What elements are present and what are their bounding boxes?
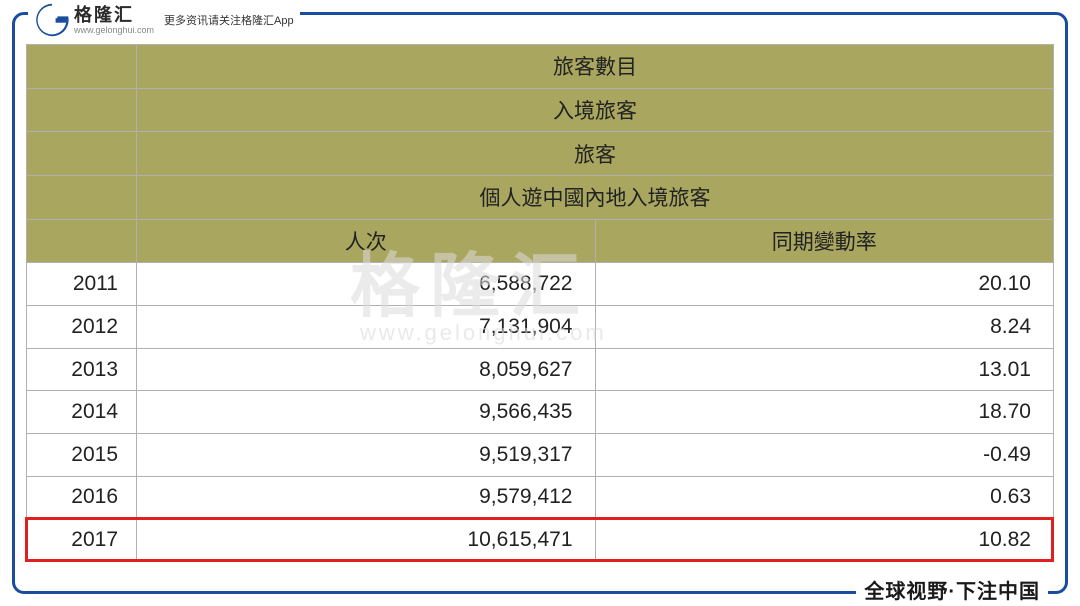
logo-g-icon <box>34 2 70 38</box>
header-row-3: 個人遊中國內地入境旅客 <box>137 176 1054 220</box>
table-row: 20169,579,4120.63 <box>27 476 1054 519</box>
table-row: 20127,131,9048.24 <box>27 306 1054 349</box>
colhdr-yoy: 同期變動率 <box>595 219 1054 263</box>
data-table-container: 旅客數目入境旅客旅客個人遊中國內地入境旅客人次同期變動率20116,588,72… <box>26 44 1054 562</box>
cell-visits: 9,519,317 <box>137 433 596 476</box>
cell-year: 2012 <box>27 306 137 349</box>
cell-yoy: 18.70 <box>595 391 1054 434</box>
header-row-2: 旅客 <box>137 132 1054 176</box>
cell-year: 2015 <box>27 433 137 476</box>
cell-visits: 6,588,722 <box>137 263 596 306</box>
cell-yoy: -0.49 <box>595 433 1054 476</box>
colhdr-year <box>27 219 137 263</box>
brand-logo-block: 格隆汇 www.gelonghui.com 更多资讯请关注格隆汇App <box>28 2 300 38</box>
table-row: 20159,519,317-0.49 <box>27 433 1054 476</box>
footer-slogan: 全球视野·下注中国 <box>856 575 1048 604</box>
cell-year: 2013 <box>27 348 137 391</box>
cell-year: 2017 <box>27 519 137 562</box>
colhdr-visits: 人次 <box>137 219 596 263</box>
table-row: 20138,059,62713.01 <box>27 348 1054 391</box>
table-row: 20116,588,72220.10 <box>27 263 1054 306</box>
header-blank-3 <box>27 176 137 220</box>
logo-url-text: www.gelonghui.com <box>74 26 154 35</box>
header-blank-0 <box>27 45 137 89</box>
cell-yoy: 8.24 <box>595 306 1054 349</box>
header-blank-2 <box>27 132 137 176</box>
cell-visits: 10,615,471 <box>137 519 596 562</box>
cell-year: 2016 <box>27 476 137 519</box>
cell-yoy: 13.01 <box>595 348 1054 391</box>
cell-yoy: 0.63 <box>595 476 1054 519</box>
cell-visits: 7,131,904 <box>137 306 596 349</box>
cell-year: 2011 <box>27 263 137 306</box>
header-blank-1 <box>27 88 137 132</box>
cell-visits: 9,566,435 <box>137 391 596 434</box>
cell-yoy: 10.82 <box>595 519 1054 562</box>
cell-yoy: 20.10 <box>595 263 1054 306</box>
header-row-0: 旅客數目 <box>137 45 1054 89</box>
header-row-1: 入境旅客 <box>137 88 1054 132</box>
table-row: 201710,615,47110.82 <box>27 519 1054 562</box>
cell-visits: 9,579,412 <box>137 476 596 519</box>
table-row: 20149,566,43518.70 <box>27 391 1054 434</box>
cell-year: 2014 <box>27 391 137 434</box>
visitor-table: 旅客數目入境旅客旅客個人遊中國內地入境旅客人次同期變動率20116,588,72… <box>26 44 1054 562</box>
logo-cn-text: 格隆汇 <box>74 6 154 24</box>
cell-visits: 8,059,627 <box>137 348 596 391</box>
logo-tagline: 更多资讯请关注格隆汇App <box>164 12 294 28</box>
